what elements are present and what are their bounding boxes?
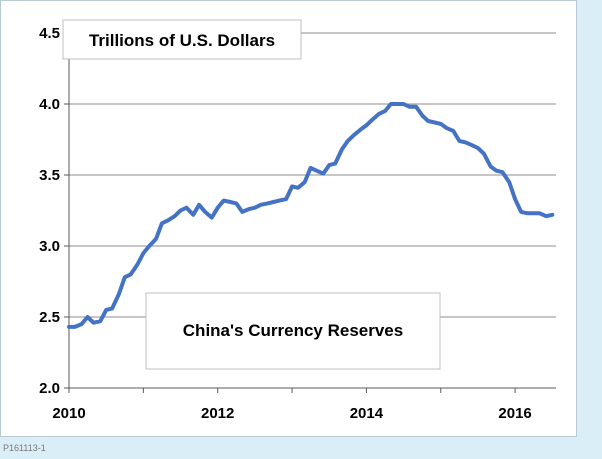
y-tick-label: 3.0 <box>39 238 60 255</box>
figure-id: P161113-1 <box>3 443 46 453</box>
y-tick-label: 4.5 <box>39 25 60 42</box>
y-tick-label: 2.5 <box>39 309 60 326</box>
chart-title: China's Currency Reserves <box>183 321 403 340</box>
series-line-group <box>67 102 555 329</box>
title-box <box>145 292 441 370</box>
ylabel-text: Trillions of U.S. Dollars <box>89 31 275 50</box>
x-tick-label: 2016 <box>498 405 531 422</box>
line-chart: 2.0 2.5 3.0 3.5 4.0 4.5 2010 2012 2014 2016 Trill… <box>39 19 556 422</box>
tick-labels: 2.0 2.5 3.0 3.5 4.0 4.5 2010 2012 2014 2016 <box>39 25 532 422</box>
x-tick-label: 2010 <box>52 405 85 422</box>
y-tick-label: 4.0 <box>39 96 60 113</box>
ylabel-box <box>62 19 302 60</box>
x-tick-label: 2012 <box>201 405 234 422</box>
gridlines <box>69 32 556 318</box>
reserves-series-line <box>67 102 555 329</box>
y-tick-label: 3.5 <box>39 167 60 184</box>
chart-frame: 2.0 2.5 3.0 3.5 4.0 4.5 2010 2012 2014 2016 Trill… <box>0 0 577 437</box>
y-tick-label: 2.0 <box>39 380 60 397</box>
x-tick-label: 2014 <box>350 405 384 422</box>
